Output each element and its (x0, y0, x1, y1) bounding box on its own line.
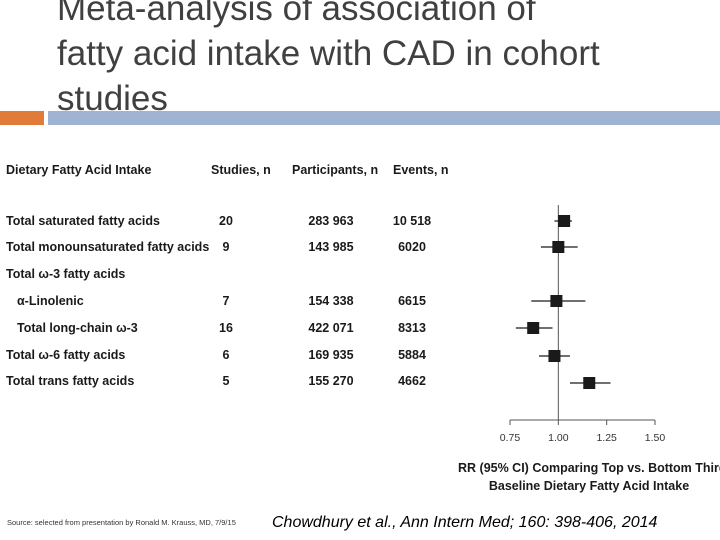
x-tick-label: 0.75 (500, 432, 521, 444)
row-participants: 169 935 (308, 348, 354, 362)
row-participants: 283 963 (308, 214, 354, 228)
table-row: Total ω-6 fatty acids 6 169 935 5884 (0, 348, 480, 368)
row-events: 8313 (398, 321, 426, 335)
source-note: Source: selected from presentation by Ro… (7, 518, 236, 527)
x-axis-caption: RR (95% CI) Comparing Top vs. Bottom Thi… (458, 459, 720, 495)
point-marker (550, 295, 563, 307)
row-participants: 143 985 (308, 240, 354, 254)
point-marker (527, 322, 540, 334)
row-participants: 422 071 (308, 321, 354, 335)
row-name: α-Linolenic (17, 294, 84, 308)
slide-title: Meta-analysis of association of fatty ac… (57, 0, 707, 121)
title-accent-bar-blue (48, 111, 720, 125)
header-events: Events, n (393, 163, 449, 177)
row-studies: 6 (222, 348, 230, 362)
table-row: Total monounsaturated fatty acids 9 143 … (0, 240, 480, 260)
header-participants: Participants, n (292, 163, 379, 177)
row-studies: 7 (222, 294, 230, 308)
table-row: Total long-chain ω-3 16 422 071 8313 (0, 321, 480, 341)
x-axis-caption-line-2: Baseline Dietary Fatty Acid Intake (488, 479, 690, 493)
table-row: α-Linolenic 7 154 338 6615 (0, 294, 480, 314)
table-header: Dietary Fatty Acid Intake Studies, n Par… (0, 163, 480, 183)
row-participants: 154 338 (308, 294, 354, 308)
header-intake: Dietary Fatty Acid Intake (6, 163, 152, 177)
row-studies: 16 (219, 321, 233, 335)
row-studies: 20 (219, 214, 233, 228)
row-events: 6020 (398, 240, 426, 254)
title-line-2: fatty acid intake with CAD in cohort (57, 34, 600, 73)
table-row: Total saturated fatty acids 20 283 963 1… (0, 214, 480, 234)
row-name: Total monounsaturated fatty acids (6, 240, 210, 254)
x-axis-caption-line-1: RR (95% CI) Comparing Top vs. Bottom Thi… (458, 461, 720, 475)
row-name: Total ω-3 fatty acids (6, 267, 126, 281)
row-name: Total saturated fatty acids (6, 214, 160, 228)
row-name: Total ω-6 fatty acids (6, 348, 126, 362)
x-tick-label: 1.00 (548, 432, 569, 444)
row-events: 4662 (398, 374, 426, 388)
title-line-1: Meta-analysis of association of (57, 0, 536, 28)
point-marker (548, 350, 561, 362)
row-name: Total trans fatty acids (6, 374, 135, 388)
row-events: 10 518 (392, 214, 432, 228)
x-tick-label: 1.50 (645, 432, 666, 444)
row-studies: 9 (222, 240, 230, 254)
x-tick-label: 1.25 (596, 432, 617, 444)
table-row: Total trans fatty acids 5 155 270 4662 (0, 374, 480, 394)
row-studies: 5 (222, 374, 230, 388)
row-participants: 155 270 (308, 374, 354, 388)
row-name: Total long-chain ω-3 (17, 321, 138, 335)
title-accent-bar-orange (0, 111, 44, 125)
row-events: 5884 (398, 348, 426, 362)
table-row: Total ω-3 fatty acids (0, 267, 480, 287)
point-marker (558, 215, 571, 227)
header-studies: Studies, n (211, 163, 271, 177)
row-events: 6615 (398, 294, 426, 308)
point-marker (552, 241, 565, 253)
citation: Chowdhury et al., Ann Intern Med; 160: 3… (272, 514, 658, 531)
point-marker (583, 377, 596, 389)
